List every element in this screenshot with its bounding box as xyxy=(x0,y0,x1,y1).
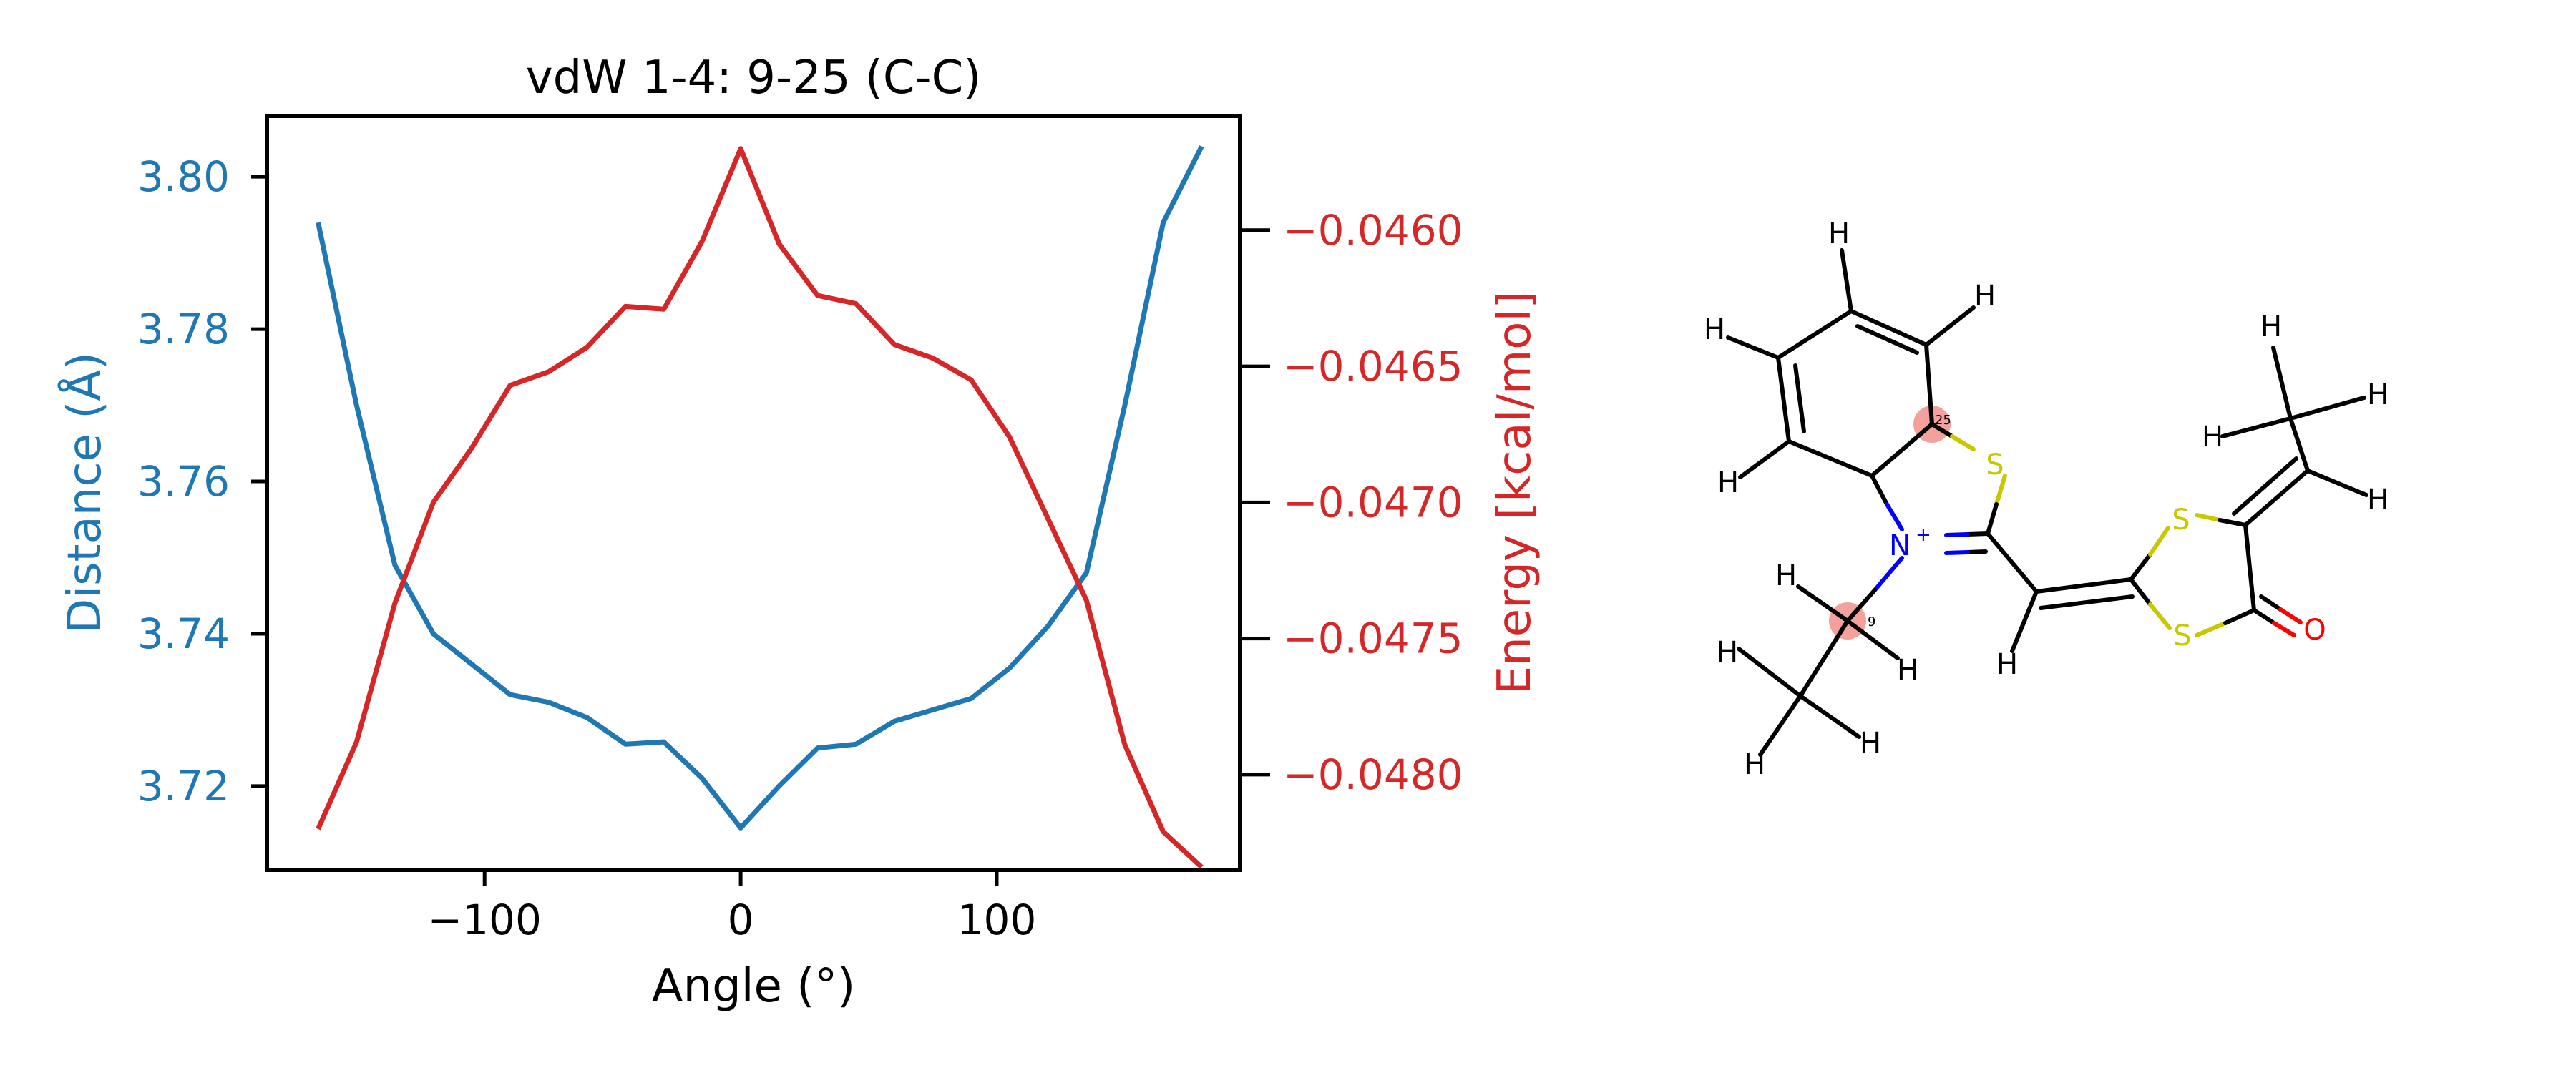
left-y-tick-label: 3.74 xyxy=(137,609,230,658)
atom-label-H: H xyxy=(1974,280,1996,313)
atom-labels: S N + S S O H H H H H H H H H H H H H H … xyxy=(1704,217,2389,781)
atom-label-H: H xyxy=(2367,484,2389,516)
atom-label-H: H xyxy=(1717,466,1739,499)
dual-axis-line-chart: vdW 1-4: 9-25 (C-C) −100 0 100 3.723.743.7… xyxy=(57,52,1541,1013)
left-y-tick-label: 3.72 xyxy=(137,762,230,810)
atom-index-9: 9 xyxy=(1868,614,1875,629)
atom-label-H: H xyxy=(2367,378,2389,411)
molecule-structure: S N + S S O H H H H H H H H H H H H H H … xyxy=(1704,217,2389,781)
atom-label-S: S xyxy=(2173,619,2191,652)
x-axis-ticks: −100 0 100 xyxy=(428,870,1037,944)
atom-label-H: H xyxy=(1860,727,1881,760)
right-y-tick-label: −0.0460 xyxy=(1283,206,1463,255)
right-y-tick-label: −0.0465 xyxy=(1283,342,1463,391)
atom-label-H: H xyxy=(1704,313,1725,346)
x-axis-label: Angle (°) xyxy=(652,960,855,1013)
right-y-axis-ticks: −0.0480 −0.0475 −0.0470 −0.0465 −0.0460 xyxy=(1240,206,1463,799)
right-y-axis-label: Energy [kcal/mol] xyxy=(1488,291,1541,695)
series-line-distance xyxy=(316,145,1204,831)
atom-label-H: H xyxy=(2202,421,2223,454)
atom-charge-N: + xyxy=(1916,524,1931,546)
right-y-tick-label: −0.0470 xyxy=(1283,478,1463,526)
atom-label-S: S xyxy=(1986,449,2004,481)
atom-label-H: H xyxy=(1996,648,2018,681)
atom-label-H: H xyxy=(1744,748,1765,781)
atom-label-N: N xyxy=(1889,529,1911,562)
atom-label-H: H xyxy=(1828,217,1850,250)
chart-title: vdW 1-4: 9-25 (C-C) xyxy=(526,52,982,104)
bonds xyxy=(1726,248,2368,757)
atom-label-H: H xyxy=(1897,654,1918,687)
series-line-energy xyxy=(316,146,1204,869)
right-y-tick-label: −0.0475 xyxy=(1283,614,1463,663)
plot-frame xyxy=(265,114,1242,872)
atom-index-25: 25 xyxy=(1935,413,1951,428)
left-y-axis-label: Distance (Å) xyxy=(57,352,112,634)
left-y-tick-label: 3.78 xyxy=(137,305,230,353)
atom-label-O: O xyxy=(2303,614,2326,647)
x-tick-label: −100 xyxy=(428,896,542,944)
atom-label-H: H xyxy=(1717,636,1738,669)
atom-label-S: S xyxy=(2172,504,2190,536)
atom-label-H: H xyxy=(2260,310,2282,343)
atom-label-H: H xyxy=(1775,559,1797,592)
left-y-tick-label: 3.80 xyxy=(137,152,230,201)
left-y-tick-label: 3.76 xyxy=(137,457,230,506)
x-tick-label: 0 xyxy=(728,896,754,944)
right-y-tick-label: −0.0480 xyxy=(1283,750,1463,799)
x-tick-label: 100 xyxy=(957,896,1037,944)
left-y-axis-ticks: 3.72 3.74 3.76 3.78 3.80 xyxy=(137,152,267,810)
series-layer xyxy=(316,145,1204,869)
